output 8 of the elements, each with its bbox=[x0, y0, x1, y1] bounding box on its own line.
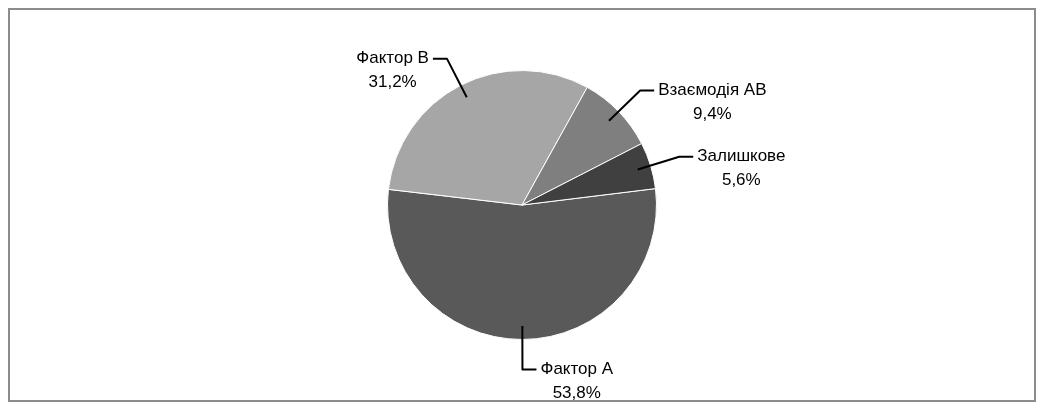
slice-label: Фактор В bbox=[356, 48, 429, 68]
slice-label: Фактор А bbox=[540, 359, 614, 379]
data-label: 5,6% bbox=[721, 170, 761, 190]
slice-label: Взаємодія АВ bbox=[658, 80, 767, 100]
data-label: 31,2% bbox=[368, 72, 417, 92]
slice-label: Залишкове bbox=[697, 146, 786, 166]
data-label: 53,8% bbox=[552, 383, 601, 403]
data-label: 9,4% bbox=[692, 104, 732, 124]
